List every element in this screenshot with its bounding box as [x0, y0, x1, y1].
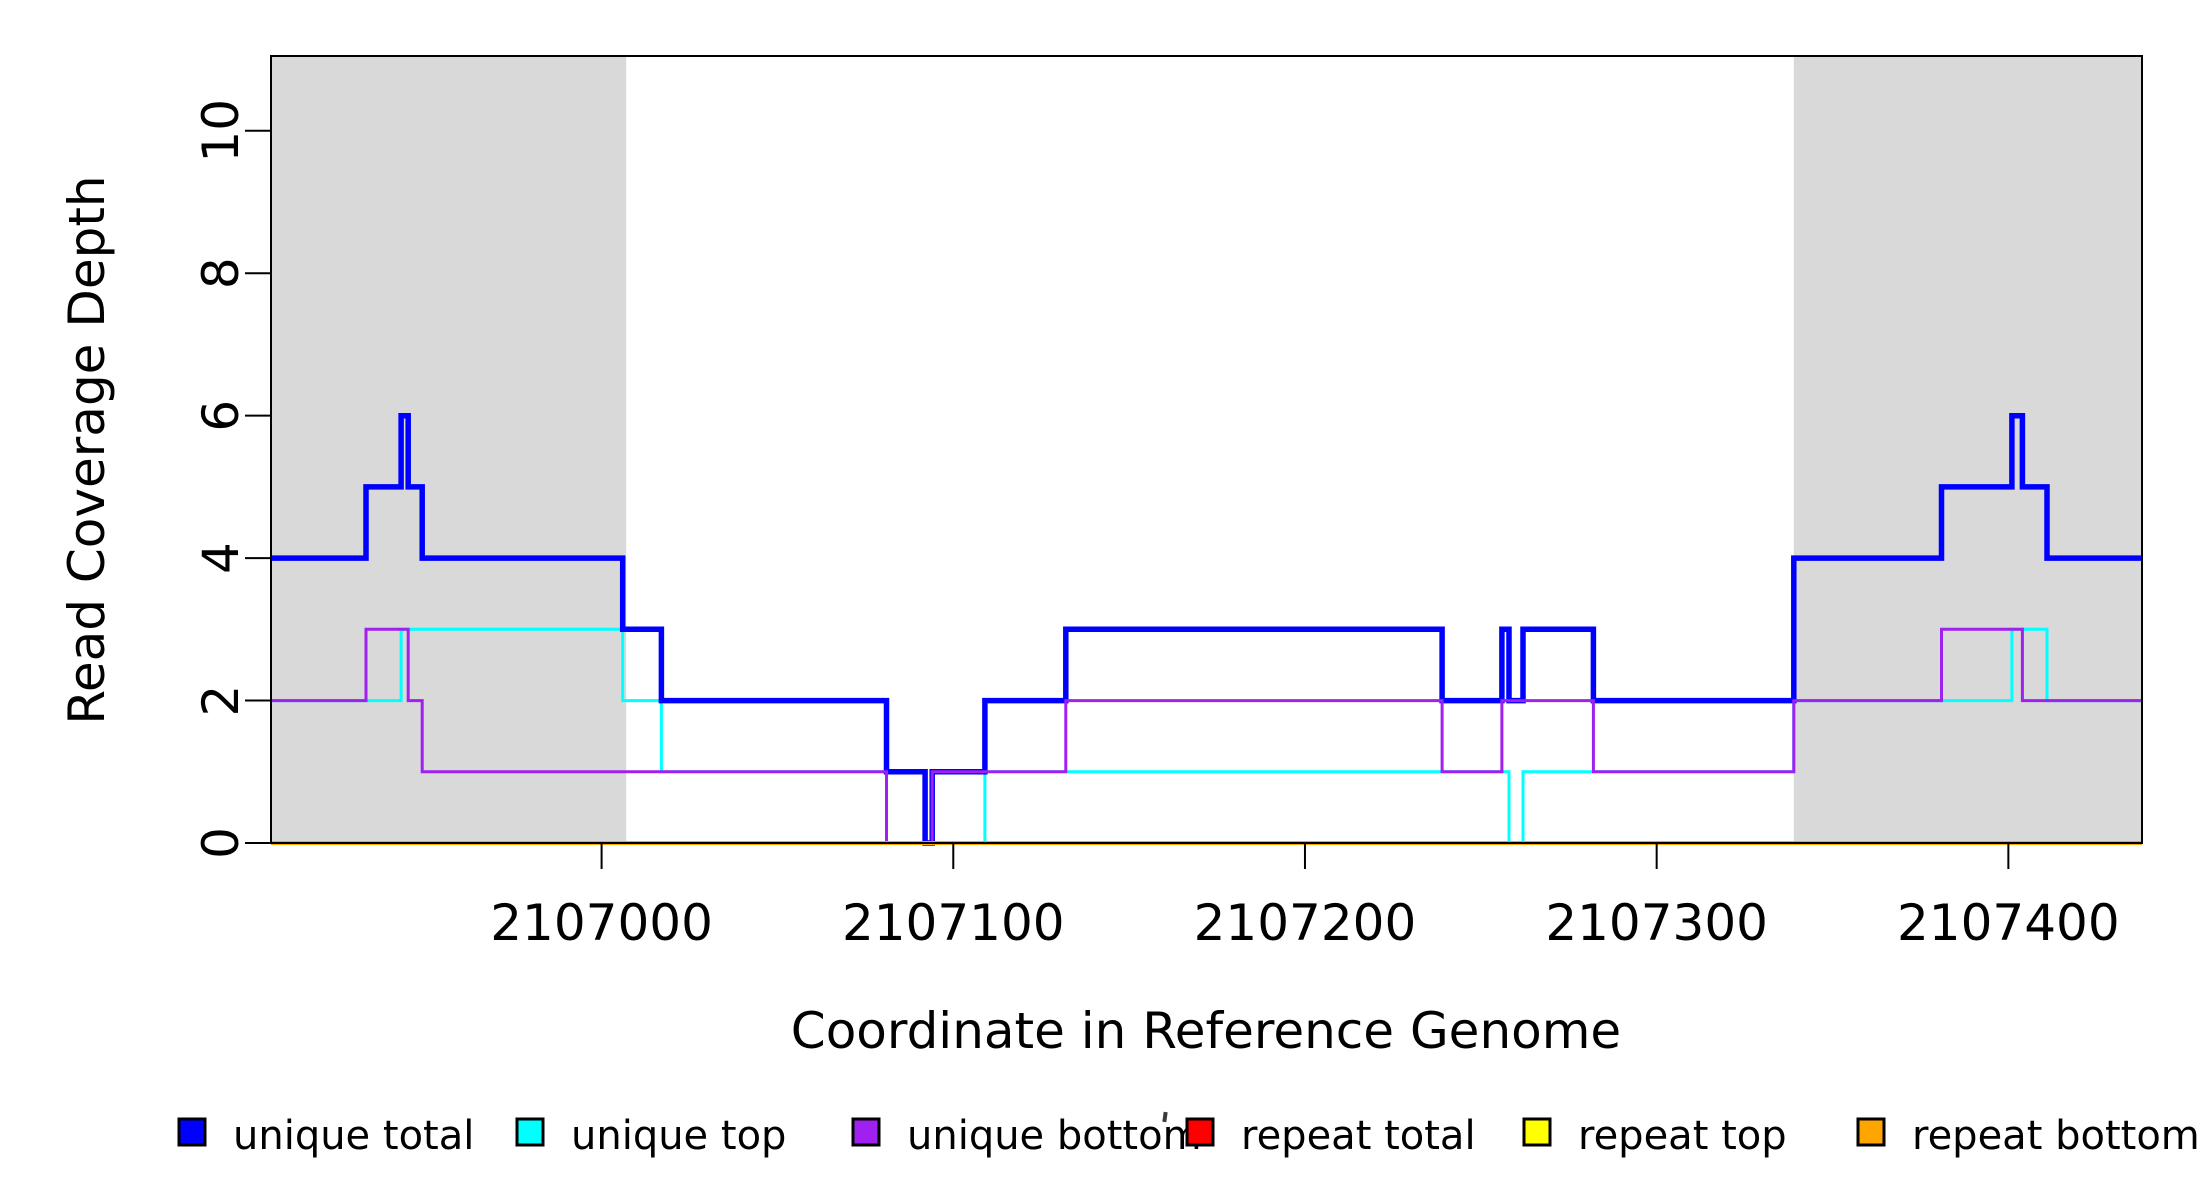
series-unique-bottom: [271, 627, 2142, 845]
shaded-region: [1793, 56, 2142, 843]
legend-label: unique top: [571, 1113, 786, 1159]
y-tick-label: 4: [192, 542, 250, 574]
x-tick-label: 2107100: [842, 894, 1065, 952]
stray-mark: [1162, 1111, 1168, 1123]
legend-swatch: [1856, 1117, 1886, 1147]
y-tick-label: 0: [192, 827, 250, 859]
y-tick-label: 8: [192, 257, 250, 289]
legend: unique total unique top unique bottom repea…: [177, 1113, 2200, 1159]
x-axis-label: Coordinate in Reference Genome: [791, 1002, 1621, 1060]
series-unique-top: [271, 627, 2142, 845]
legend-label: unique bottom: [907, 1113, 1202, 1159]
legend-swatch: [1185, 1117, 1215, 1147]
y-axis-label: Read Coverage Depth: [58, 175, 116, 724]
legend-item-unique-total: unique total: [177, 1113, 474, 1159]
x-tick-label: 2107000: [490, 894, 713, 952]
x-tick-label: 2107400: [1897, 894, 2120, 952]
y-tick-label: 2: [192, 685, 250, 717]
series-unique-total: [271, 412, 2142, 846]
shaded-region: [271, 56, 627, 843]
legend-item-repeat-total: repeat total: [1185, 1113, 1476, 1159]
legend-item-unique-top: unique top: [515, 1113, 786, 1159]
legend-label: repeat bottom: [1912, 1113, 2200, 1159]
plot-area: 2107000 2107100 2107200 2107300 2107400 0 2 4 6 8…: [177, 55, 2200, 1159]
legend-item-unique-bottom: unique bottom: [851, 1113, 1202, 1159]
y-tick-label: 6: [192, 400, 250, 432]
legend-swatch: [515, 1117, 545, 1147]
plot-border: [270, 55, 2143, 844]
legend-label: unique total: [233, 1113, 474, 1159]
x-tick-label: 2107300: [1545, 894, 1768, 952]
legend-swatch: [851, 1117, 881, 1147]
y-tick-label: 10: [192, 99, 250, 163]
legend-label: repeat total: [1241, 1113, 1476, 1159]
x-tick-label: 2107200: [1194, 894, 1417, 952]
legend-item-repeat-top: repeat top: [1522, 1113, 1787, 1159]
legend-label: repeat top: [1578, 1113, 1787, 1159]
legend-swatch: [1522, 1117, 1552, 1147]
legend-swatch: [177, 1117, 207, 1147]
legend-item-repeat-bottom: repeat bottom: [1856, 1113, 2200, 1159]
